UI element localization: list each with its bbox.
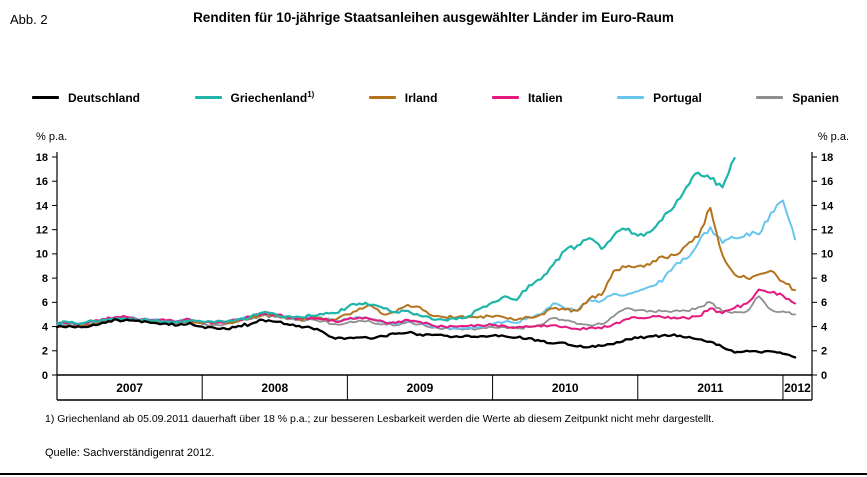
svg-text:4: 4: [821, 321, 828, 333]
chart-footnote: 1) Griechenland ab 05.09.2011 dauerhaft …: [45, 413, 715, 425]
svg-text:2010: 2010: [552, 381, 579, 395]
svg-text:2008: 2008: [261, 381, 288, 395]
legend-label-griechenland: Griechenland1): [230, 90, 315, 105]
svg-text:12: 12: [821, 225, 833, 237]
y-axis-unit-left: % p.a.: [36, 131, 68, 143]
svg-text:6: 6: [42, 297, 48, 309]
legend: Deutschland Griechenland1) Irland Italie…: [32, 90, 839, 105]
legend-label-deutschland: Deutschland: [68, 91, 141, 105]
svg-text:10: 10: [821, 249, 833, 261]
svg-text:10: 10: [36, 249, 48, 261]
svg-text:18: 18: [36, 152, 48, 164]
legend-label-italien: Italien: [527, 91, 563, 105]
svg-text:14: 14: [36, 200, 49, 212]
legend-item-portugal: Portugal: [617, 90, 702, 105]
legend-item-irland: Irland: [368, 90, 438, 105]
legend-swatch-italien: [491, 96, 519, 99]
legend-swatch-deutschland: [32, 96, 59, 99]
legend-item-griechenland: Griechenland1): [194, 90, 315, 105]
legend-swatch-irland: [368, 96, 396, 99]
y-axis-unit-right: % p.a.: [817, 131, 849, 143]
svg-text:16: 16: [36, 176, 48, 188]
legend-label-spanien: Spanien: [792, 91, 839, 105]
svg-text:14: 14: [821, 200, 834, 212]
svg-text:16: 16: [821, 176, 833, 188]
line-chart: 0 0 2 2 4 4 6 6 8 8 10 10 12 12 14 14 16 16 18 18 2007 2008 20…: [36, 152, 834, 401]
legend-swatch-griechenland: [194, 96, 222, 99]
legend-label-portugal: Portugal: [653, 91, 702, 105]
svg-text:18: 18: [821, 152, 833, 164]
svg-text:4: 4: [42, 321, 49, 333]
legend-item-spanien: Spanien: [756, 90, 839, 105]
legend-swatch-spanien: [756, 96, 784, 99]
figure-title: Renditen für 10-jährige Staatsanleihen a…: [193, 10, 674, 25]
svg-text:2007: 2007: [116, 381, 143, 395]
svg-text:8: 8: [42, 273, 48, 285]
svg-text:2012: 2012: [784, 381, 811, 395]
svg-text:2: 2: [42, 346, 48, 358]
svg-text:0: 0: [821, 370, 827, 382]
svg-text:6: 6: [821, 297, 827, 309]
svg-text:2011: 2011: [697, 381, 723, 395]
legend-item-italien: Italien: [491, 90, 563, 105]
legend-label-irland: Irland: [404, 91, 438, 105]
svg-text:2009: 2009: [407, 381, 434, 395]
figure-tag: Abb. 2: [10, 12, 48, 27]
svg-text:2: 2: [821, 346, 827, 358]
svg-text:8: 8: [821, 273, 827, 285]
source-note: Quelle: Sachverständigenrat 2012.: [45, 447, 215, 459]
legend-swatch-portugal: [617, 96, 645, 99]
svg-text:12: 12: [36, 225, 48, 237]
svg-text:0: 0: [42, 370, 48, 382]
bottom-rule: [0, 473, 867, 475]
legend-item-deutschland: Deutschland: [32, 90, 140, 105]
